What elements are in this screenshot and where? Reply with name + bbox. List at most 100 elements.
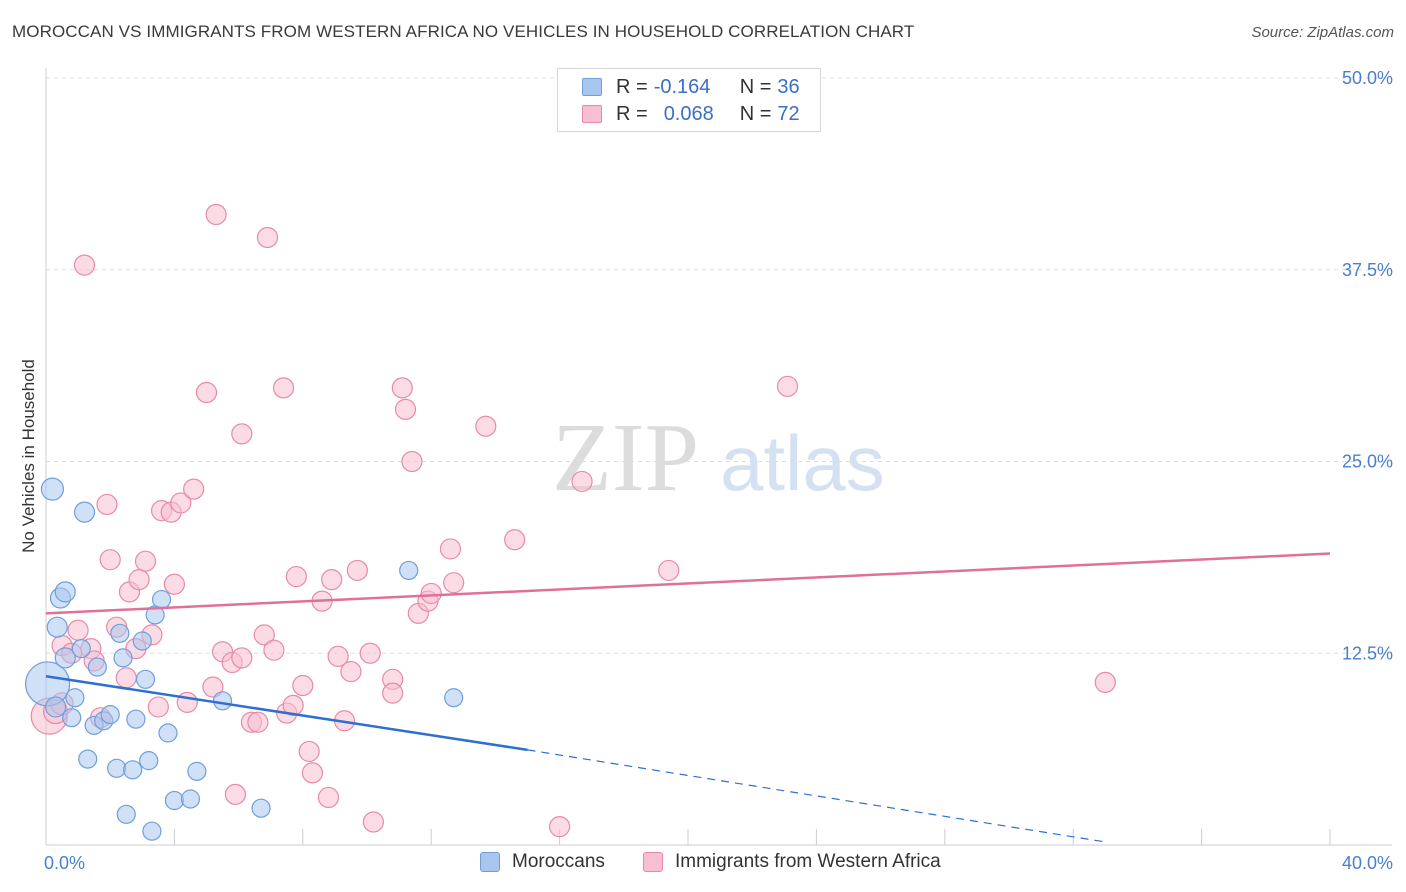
data-point-moroccans bbox=[100, 705, 120, 725]
legend-item-moroccans[interactable]: Moroccans bbox=[480, 851, 605, 873]
data-point-moroccans bbox=[73, 501, 96, 523]
data-point-western-africa bbox=[253, 624, 275, 646]
data-point-western-africa bbox=[321, 569, 343, 591]
data-point-moroccans bbox=[187, 761, 207, 781]
data-point-moroccans bbox=[151, 589, 172, 610]
series-moroccans bbox=[25, 477, 464, 841]
legend-swatch-blue bbox=[582, 78, 602, 96]
data-point-western-africa bbox=[362, 811, 385, 833]
y-axis-label: No Vehicles in Household bbox=[19, 359, 38, 553]
data-point-moroccans bbox=[135, 669, 156, 689]
data-point-moroccans bbox=[87, 657, 107, 677]
x-tick-label: 0.0% bbox=[44, 853, 85, 873]
data-point-western-africa bbox=[231, 423, 253, 445]
data-point-western-africa bbox=[317, 786, 340, 809]
data-point-western-africa bbox=[285, 565, 307, 588]
data-point-western-africa bbox=[439, 538, 462, 560]
data-point-western-africa bbox=[134, 550, 157, 572]
y-tick-label: 12.5% bbox=[1342, 643, 1393, 663]
data-point-western-africa bbox=[282, 694, 304, 717]
data-point-western-africa bbox=[202, 676, 224, 698]
n-value: 72 bbox=[777, 102, 800, 125]
y-tick-label: 25.0% bbox=[1342, 452, 1393, 472]
x-tick-labels: 0.0% 40.0% bbox=[44, 853, 1393, 873]
data-point-western-africa bbox=[231, 647, 253, 669]
data-point-western-africa bbox=[571, 470, 593, 493]
legend-row-western-africa: R = 0.068 N = 72 bbox=[582, 101, 800, 127]
y-tick-label: 37.5% bbox=[1342, 260, 1393, 280]
data-point-western-africa bbox=[394, 398, 417, 420]
data-point-moroccans bbox=[45, 696, 67, 718]
data-point-moroccans bbox=[46, 616, 68, 638]
data-point-western-africa bbox=[658, 559, 680, 582]
data-point-moroccans bbox=[65, 688, 85, 708]
data-point-western-africa bbox=[73, 254, 96, 276]
data-point-moroccans bbox=[62, 708, 82, 728]
data-point-moroccans bbox=[110, 623, 130, 643]
data-point-western-africa bbox=[224, 783, 246, 805]
r-label: R = bbox=[616, 102, 648, 125]
data-point-western-africa bbox=[163, 573, 185, 595]
y-tick-label: 50.0% bbox=[1342, 68, 1393, 88]
legend-label: Immigrants from Western Africa bbox=[675, 851, 941, 872]
data-point-moroccans bbox=[107, 758, 127, 778]
data-point-western-africa bbox=[475, 415, 497, 437]
series-legend: Moroccans Immigrants from Western Africa bbox=[0, 851, 1406, 879]
data-point-western-africa bbox=[205, 203, 227, 226]
data-point-moroccans bbox=[126, 709, 146, 729]
data-point-western-africa bbox=[195, 381, 218, 404]
data-point-western-africa bbox=[443, 572, 465, 594]
data-point-western-africa bbox=[420, 582, 442, 605]
data-point-moroccans bbox=[54, 647, 76, 669]
n-label: N = bbox=[739, 75, 772, 98]
watermark: ZIP atlas bbox=[552, 404, 885, 512]
data-point-western-africa bbox=[298, 740, 320, 763]
data-point-western-africa bbox=[340, 661, 362, 683]
correlation-legend: R = -0.164 N = 36 R = 0.068 N = 72 bbox=[557, 68, 821, 132]
data-point-western-africa bbox=[247, 711, 269, 733]
data-point-western-africa bbox=[301, 762, 324, 784]
data-point-moroccans bbox=[71, 639, 91, 659]
data-point-moroccans bbox=[132, 631, 152, 651]
data-point-moroccans bbox=[399, 560, 419, 581]
data-point-western-africa bbox=[391, 377, 413, 399]
x-tick-label: 40.0% bbox=[1342, 853, 1393, 873]
series-western-africa bbox=[30, 203, 1116, 838]
data-point-western-africa bbox=[1094, 671, 1116, 693]
trend-line-moroccans-projection bbox=[527, 749, 1106, 843]
data-point-western-africa bbox=[776, 375, 799, 397]
n-value: 36 bbox=[777, 75, 800, 98]
data-point-western-africa bbox=[382, 682, 404, 704]
r-value: -0.164 bbox=[653, 75, 711, 98]
data-point-moroccans bbox=[142, 821, 162, 841]
legend-item-western-africa[interactable]: Immigrants from Western Africa bbox=[643, 851, 941, 873]
data-point-moroccans bbox=[116, 804, 136, 824]
r-value: 0.068 bbox=[663, 102, 714, 125]
data-point-moroccans bbox=[212, 691, 233, 711]
data-point-western-africa bbox=[183, 478, 205, 500]
legend-row-moroccans: R = -0.164 N = 36 bbox=[582, 74, 800, 100]
r-label: R = bbox=[616, 75, 648, 98]
source-credit: Source: ZipAtlas.com bbox=[1251, 24, 1394, 41]
data-point-western-africa bbox=[115, 667, 137, 689]
legend-swatch-blue bbox=[480, 852, 500, 872]
data-point-western-africa bbox=[401, 450, 423, 473]
data-point-western-africa bbox=[292, 674, 314, 697]
data-point-western-africa bbox=[128, 569, 150, 591]
data-point-western-africa bbox=[99, 549, 121, 571]
legend-swatch-pink bbox=[582, 105, 602, 123]
data-point-moroccans bbox=[164, 790, 184, 811]
data-point-western-africa bbox=[272, 377, 295, 399]
data-point-moroccans bbox=[139, 751, 159, 771]
data-point-western-africa bbox=[67, 619, 89, 641]
data-point-moroccans bbox=[251, 798, 271, 818]
data-point-western-africa bbox=[263, 639, 285, 661]
trend-line-western-africa bbox=[45, 552, 1331, 615]
data-point-western-africa bbox=[359, 642, 381, 664]
data-point-western-africa bbox=[170, 492, 192, 514]
trend-lines bbox=[45, 552, 1331, 843]
data-point-moroccans bbox=[54, 581, 76, 603]
y-tick-labels: 12.5% 25.0% 37.5% 50.0% bbox=[1342, 68, 1393, 663]
data-point-western-africa bbox=[176, 691, 198, 713]
